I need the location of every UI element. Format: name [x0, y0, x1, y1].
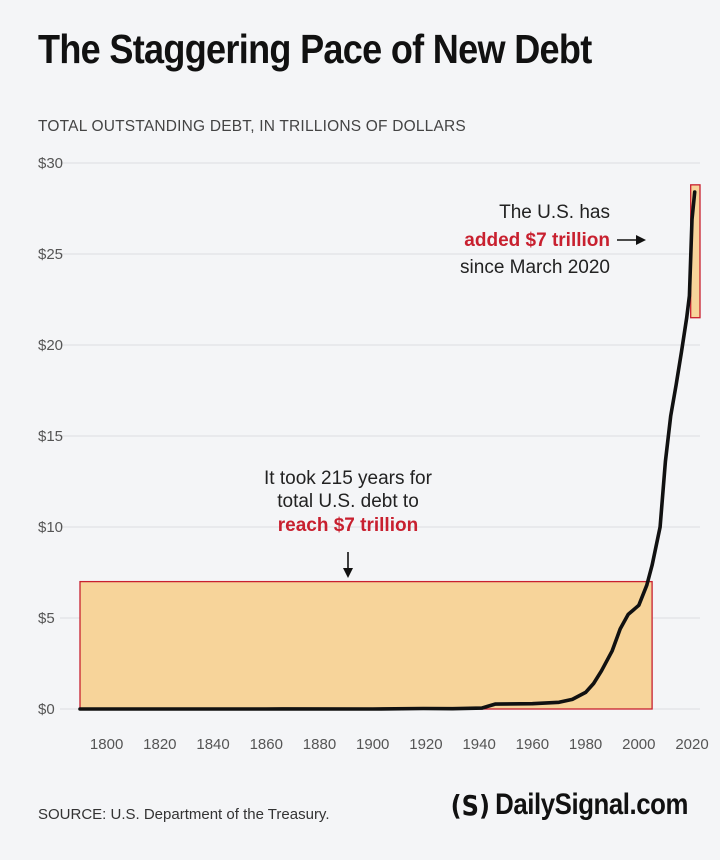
annotation-text: It took 215 years for — [264, 468, 433, 489]
source-note: SOURCE: U.S. Department of the Treasury. — [38, 806, 330, 823]
x-tick-label: 1820 — [143, 736, 176, 753]
annotation-text: reach $7 trillion — [278, 515, 418, 536]
x-tick-label: 2020 — [675, 736, 708, 753]
y-tick-label: $20 — [38, 337, 63, 354]
logo-text: DailySignal.com — [495, 788, 688, 821]
x-axis-ticks: 1800 1820 1840 1860 1880 1900 1920 1940 1960 1980… — [90, 736, 709, 753]
x-tick-label: 1840 — [196, 736, 229, 753]
highlight-boxes — [79, 184, 701, 710]
first-7-trillion-box — [79, 580, 653, 710]
x-tick-label: 1800 — [90, 736, 123, 753]
y-tick-label: $25 — [38, 246, 63, 263]
annotation-arrow-head — [343, 568, 353, 578]
chart-title: The Staggering Pace of New Debt — [38, 26, 592, 72]
x-tick-label: 2000 — [622, 736, 655, 753]
logo-mark: (S) — [450, 788, 490, 822]
x-tick-label: 1940 — [462, 736, 495, 753]
annotation-text: total U.S. debt to — [277, 491, 419, 512]
y-axis-ticks: $0 $5 $10 $15 $20 $25 $30 — [38, 155, 63, 718]
y-tick-label: $30 — [38, 155, 63, 172]
x-tick-label: 1920 — [409, 736, 442, 753]
x-tick-label: 1880 — [303, 736, 336, 753]
y-tick-label: $15 — [38, 428, 63, 445]
y-tick-label: $5 — [38, 610, 55, 627]
y-tick-label: $0 — [38, 701, 55, 718]
annotation-text: since March 2020 — [460, 257, 610, 278]
annotation-arrow-head — [636, 235, 646, 245]
annotation-text: The U.S. has — [499, 202, 610, 223]
chart-subtitle: TOTAL OUTSTANDING DEBT, IN TRILLIONS OF … — [38, 118, 466, 135]
debt-series-line — [78, 190, 697, 711]
x-tick-label: 1860 — [250, 736, 283, 753]
daily-signal-logo: (S) DailySignal.com — [450, 788, 689, 822]
x-tick-label: 1900 — [356, 736, 389, 753]
annotation-text: added $7 trillion — [464, 230, 610, 251]
x-tick-label: 1980 — [569, 736, 602, 753]
x-tick-label: 1960 — [516, 736, 549, 753]
y-tick-label: $10 — [38, 519, 63, 536]
